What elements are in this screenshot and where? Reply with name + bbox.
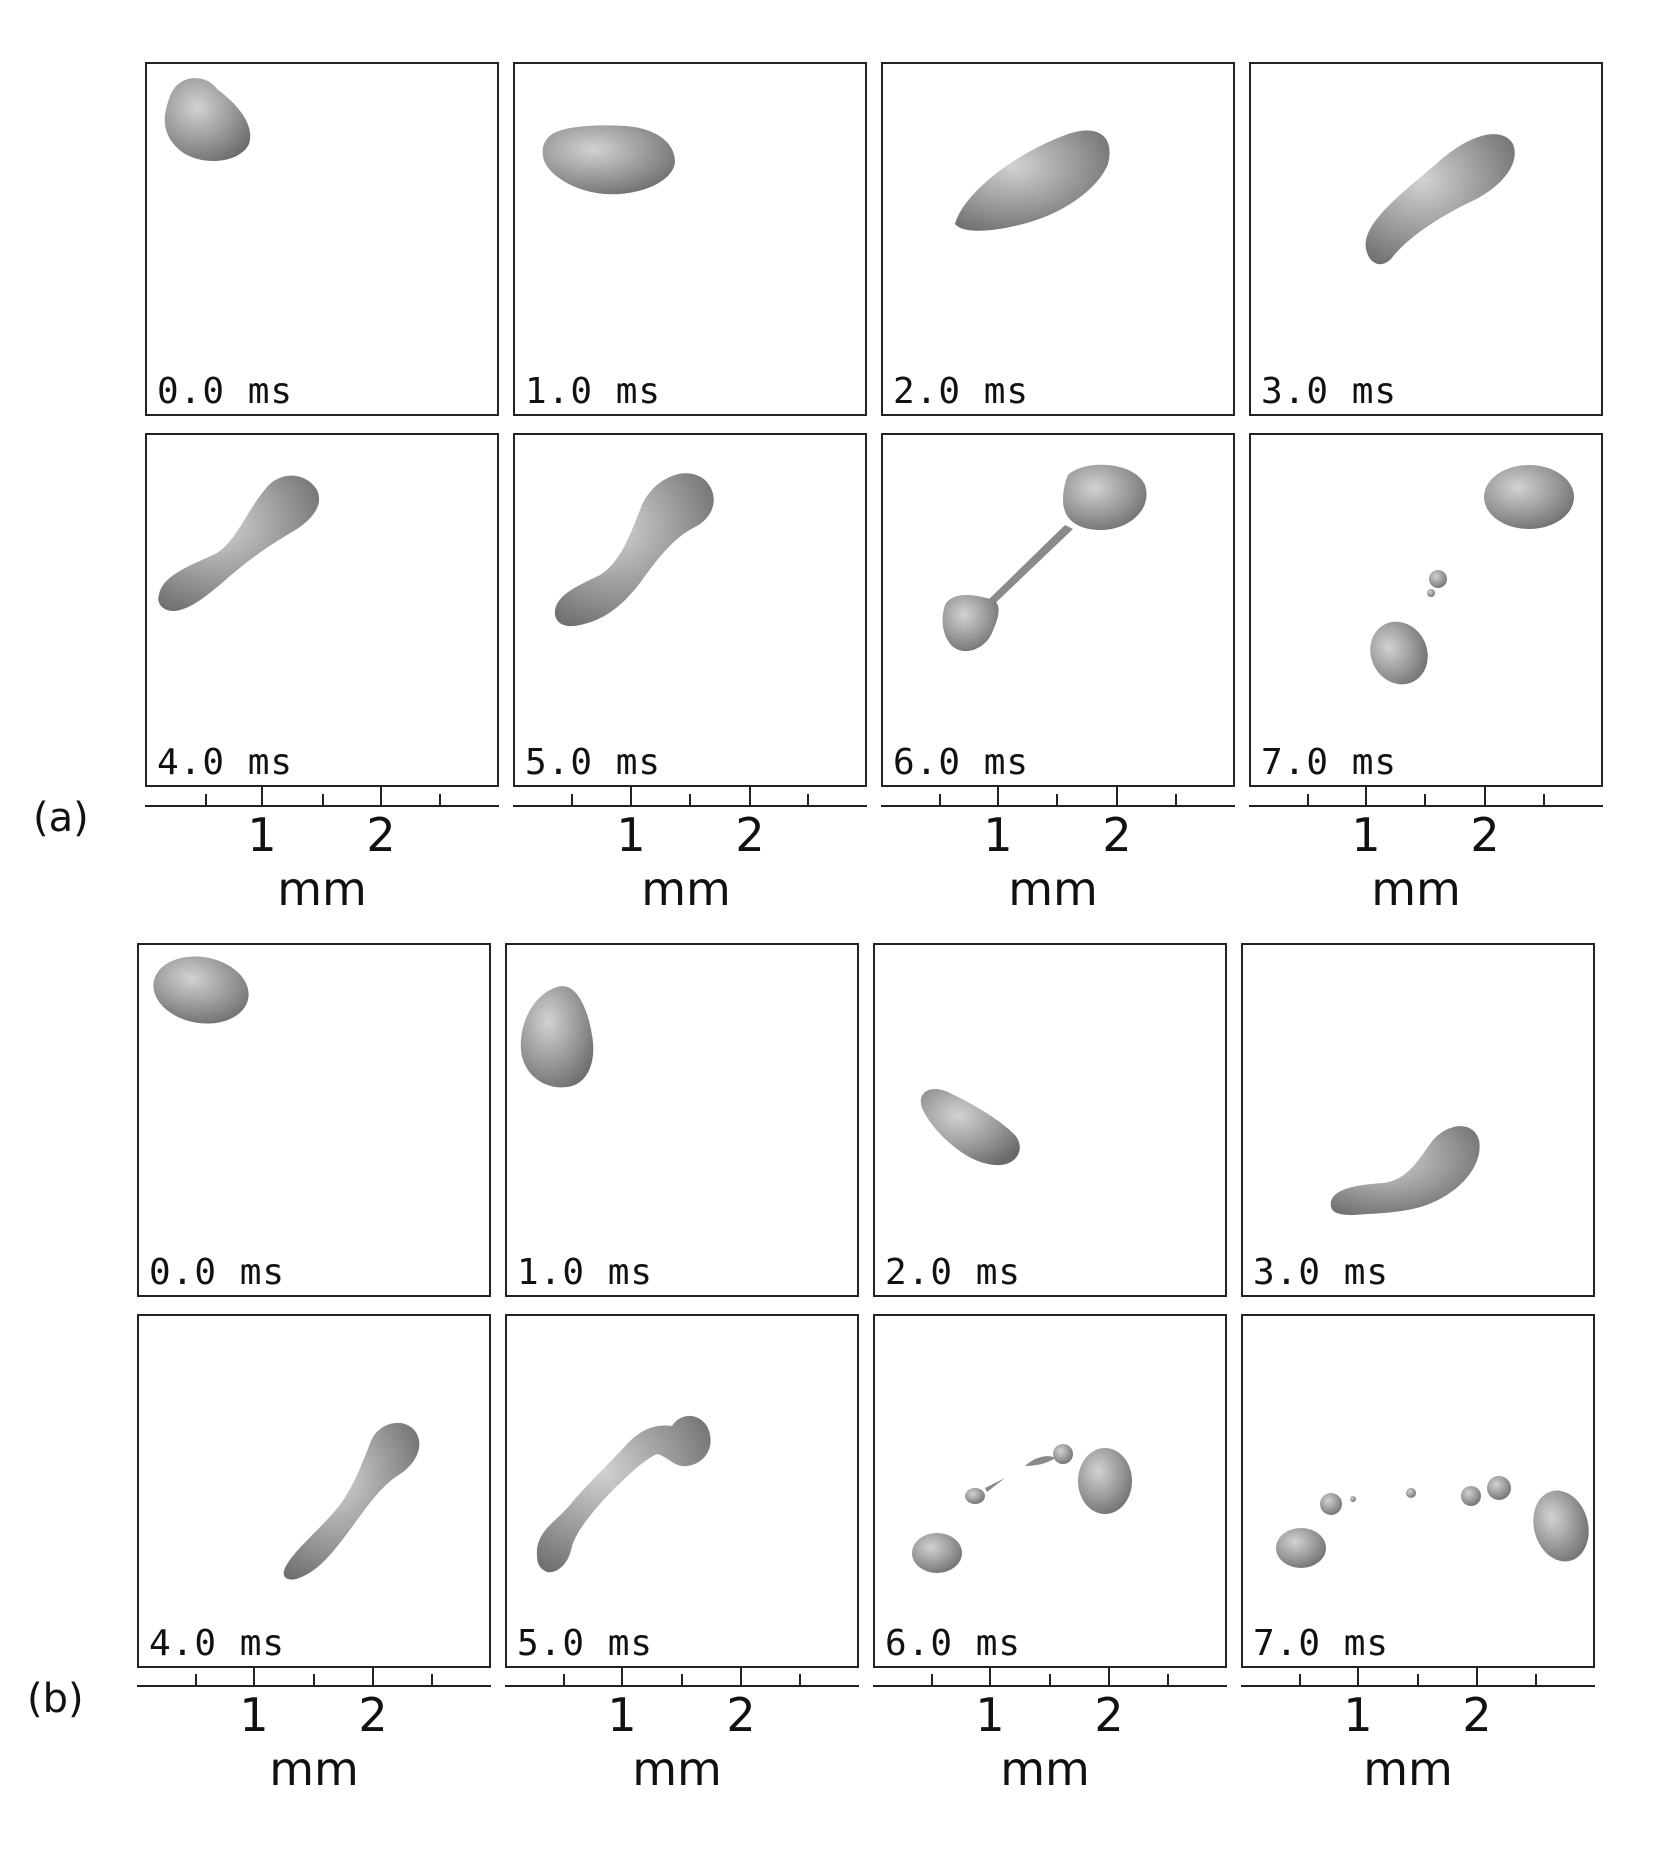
tick-b-3-1: 1 [975, 1688, 1004, 1742]
tick-b-4-2: 2 [1462, 1688, 1491, 1742]
tick-b-2-1: 1 [607, 1688, 636, 1742]
unit-b-3: mm [1000, 1742, 1090, 1796]
tick-b-2-2: 2 [726, 1688, 755, 1742]
label-b: (b) [27, 1676, 84, 1722]
tick-b-1-2: 2 [358, 1688, 387, 1742]
unit-b-1: mm [269, 1742, 359, 1796]
tick-b-1-1: 1 [239, 1688, 268, 1742]
unit-b-2: mm [632, 1742, 722, 1796]
tick-b-3-2: 2 [1094, 1688, 1123, 1742]
unit-b-4: mm [1363, 1742, 1453, 1796]
tick-b-4-1: 1 [1343, 1688, 1372, 1742]
